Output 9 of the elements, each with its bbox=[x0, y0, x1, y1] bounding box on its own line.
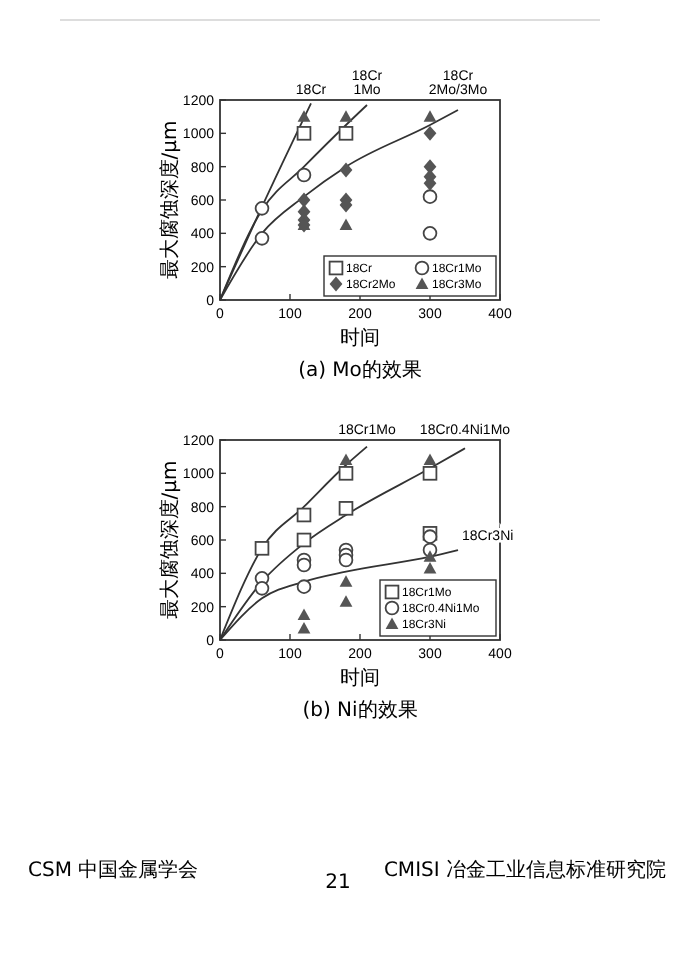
text: (b) Ni的效果 bbox=[302, 700, 418, 722]
y-axis-title: 最大腐蚀深度/μm bbox=[158, 120, 182, 280]
text: CMISI 冶金工业信息标准研究院 bbox=[383, 858, 666, 882]
text: CSM 中国金属学会 bbox=[28, 858, 199, 882]
x-axis-title: 时间 bbox=[340, 326, 380, 350]
text: (a) Mo的效果 bbox=[298, 360, 422, 382]
y-axis-title: 最大腐蚀深度/μm bbox=[158, 460, 182, 620]
text: 21 bbox=[325, 872, 351, 894]
x-axis-title: 时间 bbox=[340, 666, 380, 690]
